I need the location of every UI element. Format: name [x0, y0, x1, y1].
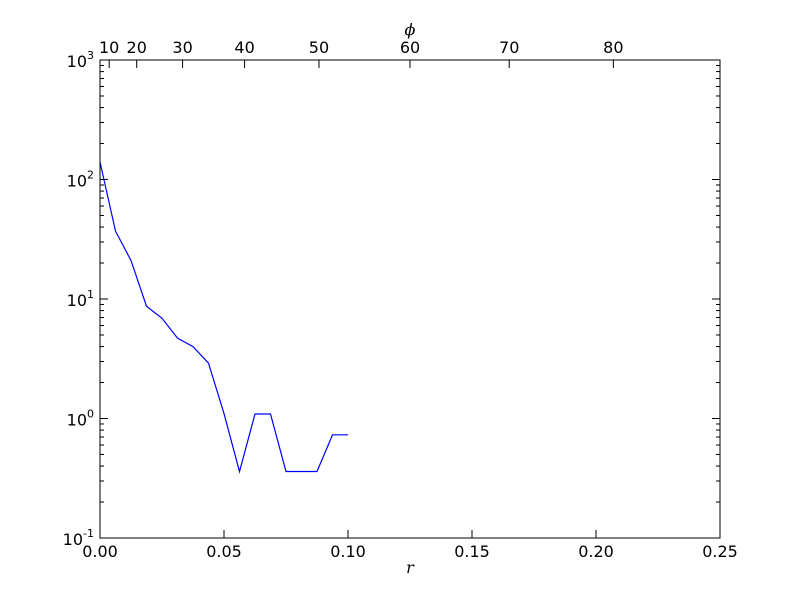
plot-background [100, 60, 720, 538]
top-tick-label: 50 [309, 38, 329, 57]
x-tick-label: 0.15 [454, 542, 490, 561]
series-line [99, 161, 348, 474]
y-tick-label: 101 [67, 288, 94, 310]
top-tick-label: 70 [499, 38, 519, 57]
x-tick-label: 0.05 [206, 542, 242, 561]
series-layer [99, 161, 348, 474]
top-tick-label: 20 [127, 38, 147, 57]
y-tick-exponent: 3 [87, 49, 94, 62]
x-tick-labels: 0.00 0.05 0.10 0.15 0.20 0.25 [82, 542, 738, 561]
y-tick-label: 102 [67, 169, 94, 191]
y-tick-exponent: -1 [83, 527, 94, 540]
y-tick-label: 10-1 [63, 527, 94, 549]
top-tick-label: 30 [172, 38, 192, 57]
y-tick-base: 10 [67, 411, 87, 430]
minor-ticks [100, 64, 720, 503]
y-tick-base: 10 [67, 172, 87, 191]
top-tick-label: 80 [603, 38, 623, 57]
y-tick-label: 103 [67, 49, 94, 71]
top-axis-label: ϕ [405, 20, 416, 39]
top-tick-label: 40 [234, 38, 254, 57]
y-tick-base: 10 [63, 530, 83, 549]
y-tick-exponent: 1 [87, 288, 94, 301]
x-axis-label: r [406, 558, 415, 577]
y-tick-exponent: 2 [87, 169, 94, 182]
y-tick-exponent: 0 [87, 408, 94, 421]
top-tick-label: 60 [400, 38, 420, 57]
y-tick-base: 10 [67, 291, 87, 310]
x-tick-label: 0.20 [578, 542, 614, 561]
x-tick-label: 0.25 [702, 542, 738, 561]
top-tick-label: 10 [99, 38, 119, 57]
plot-frame [99, 59, 721, 539]
x-tick-label: 0.10 [330, 542, 366, 561]
y-tick-label: 100 [67, 408, 94, 430]
x-tick-label: 0.00 [82, 542, 118, 561]
y-tick-base: 10 [67, 52, 87, 71]
top-tick-labels: 10 20 30 40 50 60 70 80 [99, 38, 624, 57]
